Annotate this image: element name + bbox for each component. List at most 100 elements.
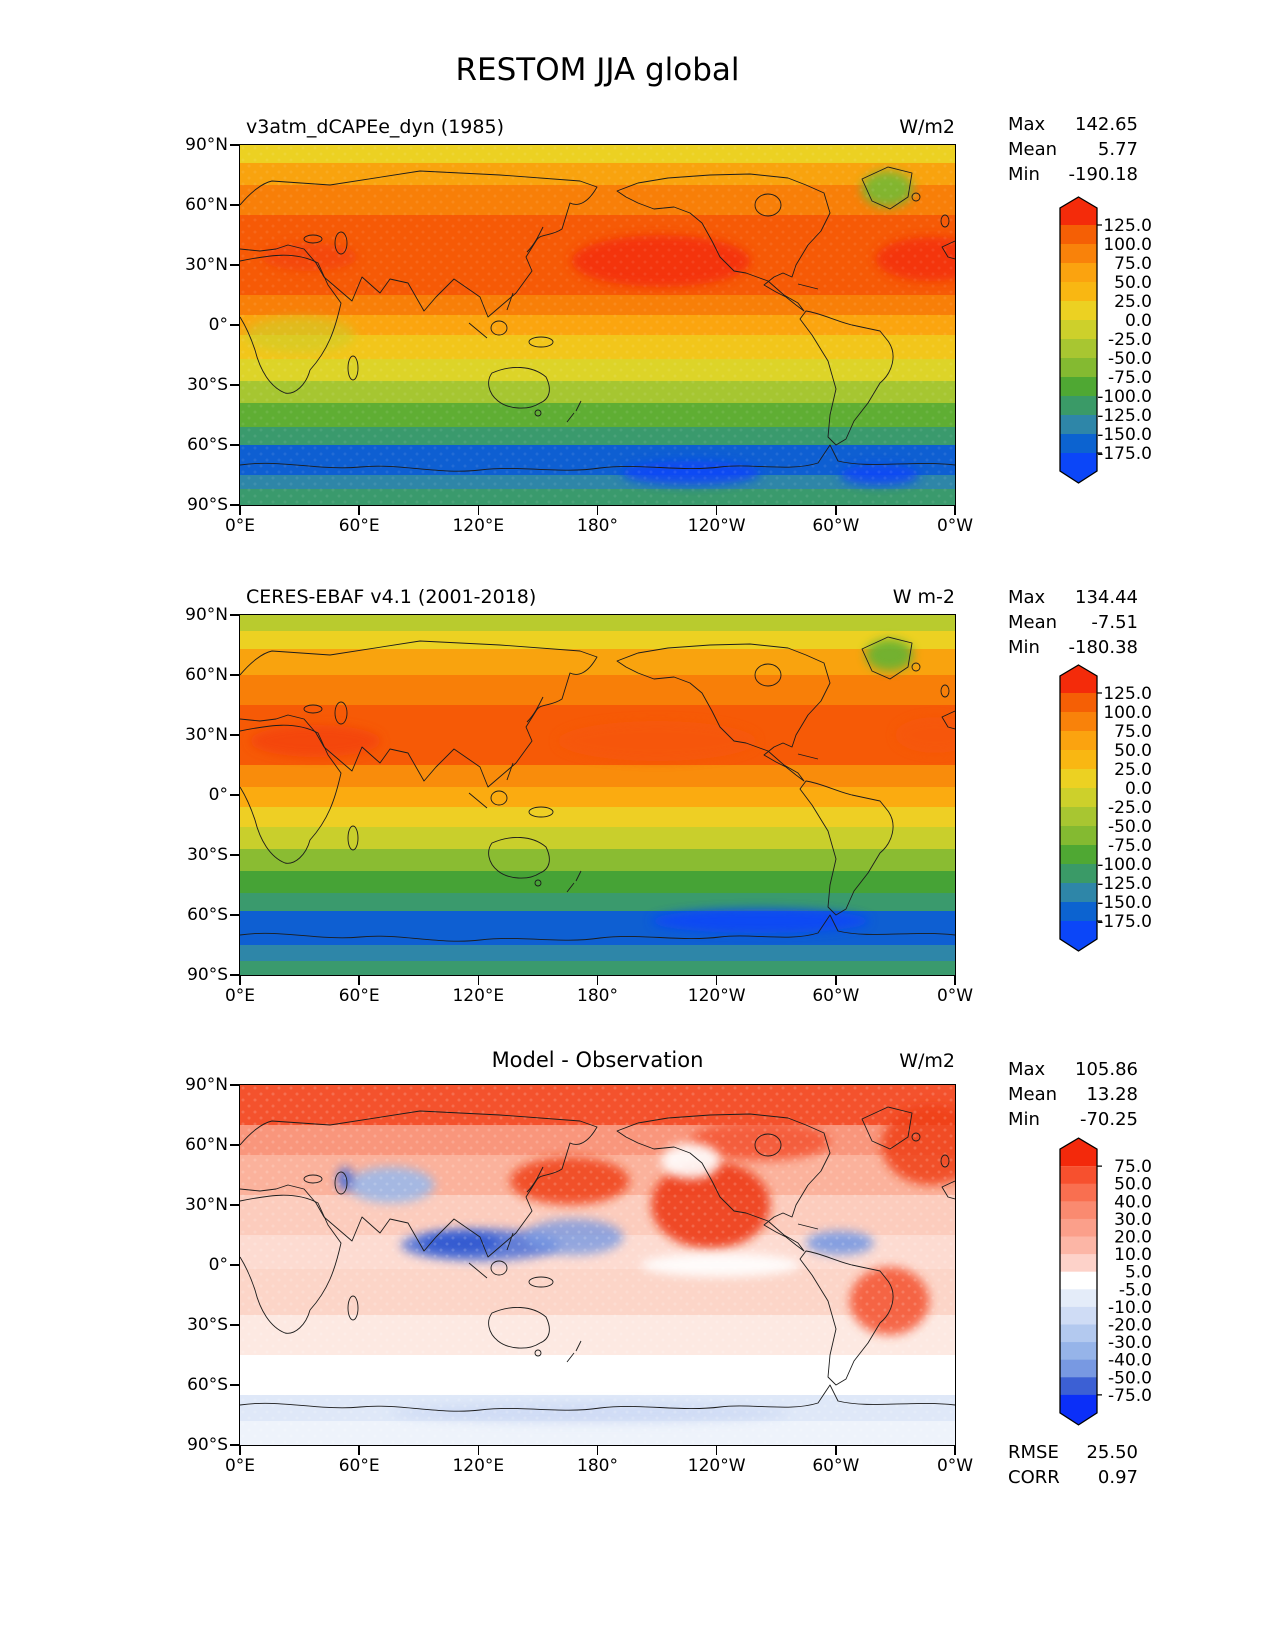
colorbar-cap-bottom [1060,453,1097,483]
colorbar-cell [1060,731,1097,751]
world-map-obs [240,615,955,975]
lat-tick-label: 90°N [185,1075,228,1095]
coastline [797,1223,819,1230]
lat-tick-label: 60°S [187,1375,228,1395]
colorbar-cell [1060,244,1097,264]
coastline [566,1340,582,1363]
lat-tick-mark [230,674,239,676]
colorbar-tick-label: 125.0 [1103,684,1152,704]
lat-tick-label: 60°S [187,905,228,925]
coastline-island [334,1171,348,1195]
coastlines [240,1106,955,1412]
colorbar-cap-top [1060,665,1097,693]
lat-tick-mark [230,264,239,266]
panel-obs-stat-row-max: Max 134.44 [1008,585,1138,610]
stipple-overlay [240,145,955,505]
lat-tick-label: 60°S [187,435,228,455]
coastline [240,254,342,394]
lon-tick-mark [596,976,599,985]
stat-label: Min [1008,637,1040,658]
panel-model-stat-row-min: Min -190.18 [1008,162,1138,187]
colorbar-tick-label: -5.0 [1119,1280,1152,1300]
colorbar-tick-label: 125.0 [1103,216,1152,236]
colorbar-cap-top [1060,1138,1097,1167]
colorbar-cell [1060,712,1097,732]
coastline [526,1166,544,1193]
lon-tick-mark [954,976,956,985]
coastline-island [940,1154,950,1168]
coastline [941,710,955,730]
colorbar-cell [1060,1289,1097,1308]
lon-tick-label: 180° [577,516,618,536]
lat-tick-mark [230,204,239,206]
lon-tick-mark [835,506,837,515]
lon-tick-label: 0°W [936,986,974,1006]
coastline [797,753,819,760]
coastline [240,914,955,942]
colorbar-outline [1059,664,1098,952]
colorbar-cell [1060,377,1097,397]
figure-title: RESTOM JJA global [455,52,740,88]
color-band [240,893,955,911]
stat-label: Max [1008,587,1046,608]
colorbar-cell [1060,301,1097,321]
coastline [616,1113,831,1252]
colorbar-tick-label: -25.0 [1108,798,1152,818]
coastline [797,283,819,290]
color-band [240,849,955,871]
coastline-island [490,1260,508,1276]
colorbar-tick-label: 50.0 [1114,1175,1152,1195]
stat-value: 13.28 [1086,1084,1138,1105]
coastline [468,322,488,339]
coastline-island [911,662,921,672]
lon-tick-mark [358,976,360,985]
lon-tick-mark [954,506,956,515]
colorbar-cell [1060,883,1097,903]
colorbar-obs: 125.0100.075.050.025.00.0-25.0-50.0-75.0… [1059,664,1152,952]
coastline-island [754,663,782,687]
coastline [799,310,894,446]
colorbar-tick-label: 40.0 [1114,1192,1152,1212]
colorbar-cell [1060,1183,1097,1202]
lon-tick-mark [477,506,480,515]
colorbar-tick-label: 75.0 [1114,254,1152,274]
colorbar-tick-label: -75.0 [1108,1386,1152,1406]
colorbar-cell [1060,1236,1097,1255]
colorbar-cell [1060,826,1097,846]
coastline-island [490,790,508,806]
lon-tick-mark [239,506,241,515]
colorbar-end-ticks [1097,224,1102,454]
lon-tick-label: 60°E [338,1456,380,1476]
colorbar-cell [1060,225,1097,245]
lon-tick-label: 120°E [452,516,505,536]
lon-tick-label: 120°E [452,1456,505,1476]
color-band [240,765,955,787]
coastline [240,1194,342,1334]
color-band [240,961,955,975]
lat-tick-mark [230,1264,239,1266]
lon-tick-label: 0°E [224,1456,256,1476]
colorbar-tick-label: -150.0 [1097,893,1152,913]
lat-tick-mark [230,1444,239,1446]
colorbar-cell [1060,1218,1097,1238]
lon-tick-mark [239,1446,241,1455]
panel-obs-units: W m-2 [892,586,955,608]
stat-value: -180.38 [1068,637,1138,658]
colorbar-cell [1060,415,1097,435]
stat-label: CORR [1008,1467,1060,1488]
stat-label: Min [1008,164,1040,185]
panel-model-title: v3atm_dCAPEe_dyn (1985) [246,116,504,138]
colorbar-tick-label: -150.0 [1097,425,1152,445]
coastline-island [347,1295,359,1321]
lon-tick-mark [596,506,599,515]
coastline-island [911,192,921,202]
panel-model-units: W/m2 [899,116,955,138]
lat-tick-label: 60°N [185,195,228,215]
colorbar-cell [1060,320,1097,340]
anomaly-feature-north-atlantic-warm [895,717,955,753]
anomaly-feature-sahara-arabia-warm [249,725,382,757]
colorbar-end-ticks [1097,692,1102,922]
lon-tick-mark [715,976,718,985]
lat-tick-mark [230,1324,239,1326]
colorbar-cell [1060,769,1097,789]
